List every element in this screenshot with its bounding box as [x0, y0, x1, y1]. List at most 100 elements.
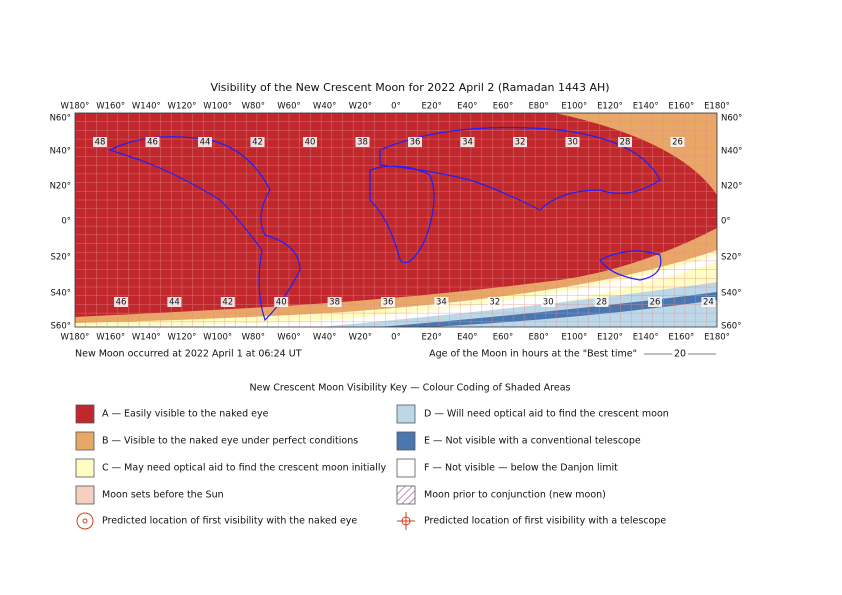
key-label: F — Not visible — below the Danjon limit: [424, 463, 618, 474]
longitude-label: W120°: [168, 333, 197, 343]
key-label: E — Not visible with a conventional tele…: [424, 436, 641, 447]
contour-label: 46: [147, 138, 158, 148]
contour-label: 36: [410, 138, 421, 148]
latitude-label: N60°: [721, 114, 742, 124]
key-swatch: [396, 404, 416, 424]
longitude-label: E100°: [561, 102, 587, 112]
coastlines: [108, 126, 662, 322]
longitude-label: W160°: [96, 333, 125, 343]
contour-label-box: [460, 137, 475, 147]
key-label: B — Visible to the naked eye under perfe…: [102, 436, 358, 447]
latitude-label: S60°: [51, 322, 71, 332]
contour-label-box: [355, 137, 370, 147]
contour-label: 34: [462, 138, 473, 148]
contour-label-box: [701, 297, 716, 307]
latitude-label: S20°: [51, 253, 71, 263]
contour-label-box: [250, 137, 265, 147]
key-swatch: [75, 485, 95, 505]
longitude-label: W80°: [242, 102, 265, 112]
key-symbol: [76, 512, 94, 530]
longitude-label: W40°: [313, 333, 336, 343]
contour-label: 28: [620, 138, 631, 148]
contour-label: 36: [383, 298, 394, 308]
contour-label-box: [487, 297, 502, 307]
contour-label: 26: [672, 138, 683, 148]
latitude-label: S40°: [721, 289, 741, 299]
age-sample: 20: [674, 349, 686, 360]
longitude-label: W160°: [96, 102, 125, 112]
contour-label-box: [594, 297, 609, 307]
longitude-label: W60°: [277, 102, 300, 112]
longitude-label: E140°: [633, 102, 659, 112]
longitude-label: E160°: [668, 102, 694, 112]
longitude-label: 0°: [391, 102, 401, 112]
key-symbol: [82, 518, 88, 524]
longitude-label: W180°: [61, 333, 90, 343]
contour-label-box: [434, 297, 449, 307]
longitude-label: E20°: [421, 102, 441, 112]
key-swatch: [396, 458, 416, 478]
contour-label-box: [565, 137, 580, 147]
map-title: Visibility of the New Crescent Moon for …: [210, 81, 609, 94]
key-label: A — Easily visible to the naked eye: [102, 409, 269, 420]
contour-label-box: [167, 297, 182, 307]
latitude-label: N40°: [50, 147, 71, 157]
longitude-label: W180°: [61, 102, 90, 112]
contour-label-box: [327, 297, 342, 307]
key-label: Predicted location of first visibility w…: [424, 516, 666, 527]
longitude-label: E120°: [597, 102, 623, 112]
key-symbol: [397, 512, 415, 530]
longitude-label: E100°: [561, 333, 587, 343]
longitude-label: W20°: [349, 333, 372, 343]
longitude-label: W140°: [132, 333, 161, 343]
key-swatch: [75, 404, 95, 424]
latitude-label: S20°: [721, 253, 741, 263]
latitude-label: 0°: [61, 217, 71, 227]
longitude-label: W20°: [349, 102, 372, 112]
longitude-label: E20°: [421, 333, 441, 343]
zone-d: [320, 282, 717, 327]
contour-label-box: [541, 297, 556, 307]
contour-label-box: [513, 137, 527, 147]
contour-label: 38: [357, 138, 368, 148]
longitude-label: E80°: [528, 102, 548, 112]
longitude-label: W40°: [313, 102, 336, 112]
longitude-label: W60°: [277, 333, 300, 343]
longitude-label: W120°: [168, 102, 197, 112]
contour-label: 30: [543, 298, 554, 308]
contour-label-box: [648, 297, 662, 307]
contour-label: 38: [329, 298, 340, 308]
longitude-label: E60°: [493, 102, 513, 112]
map: [75, 113, 717, 327]
contour-label: 40: [276, 298, 287, 308]
longitude-label: E80°: [528, 333, 548, 343]
contour-label-box: [618, 137, 632, 147]
contour-label: 42: [222, 298, 233, 308]
contour-label-box: [670, 137, 685, 147]
contour-label: 40: [305, 138, 316, 148]
key-label: D — Will need optical aid to find the cr…: [424, 409, 669, 420]
contour-label: 30: [567, 138, 578, 148]
key-label: Moon prior to conjunction (new moon): [424, 490, 606, 501]
longitude-label: W100°: [203, 102, 232, 112]
longitude-label: E40°: [457, 102, 477, 112]
latitude-label: N20°: [50, 182, 71, 192]
key-swatch: [75, 431, 95, 451]
longitude-label: E180°: [704, 333, 730, 343]
contour-label: 24: [703, 298, 714, 308]
contour-label-box: [198, 137, 212, 147]
contour-label: 48: [95, 138, 106, 148]
latitude-label: N20°: [721, 182, 742, 192]
contour-label: 32: [489, 298, 500, 308]
latitude-label: S40°: [51, 289, 71, 299]
longitude-label: W100°: [203, 333, 232, 343]
contour-label-box: [408, 137, 422, 147]
key-swatch: [396, 485, 416, 505]
contour-label: 44: [200, 138, 211, 148]
longitude-label: 0°: [391, 333, 401, 343]
longitude-label: W140°: [132, 102, 161, 112]
key-swatch: [75, 458, 95, 478]
longitude-label: W80°: [242, 333, 265, 343]
key-label: Moon sets before the Sun: [102, 490, 224, 501]
